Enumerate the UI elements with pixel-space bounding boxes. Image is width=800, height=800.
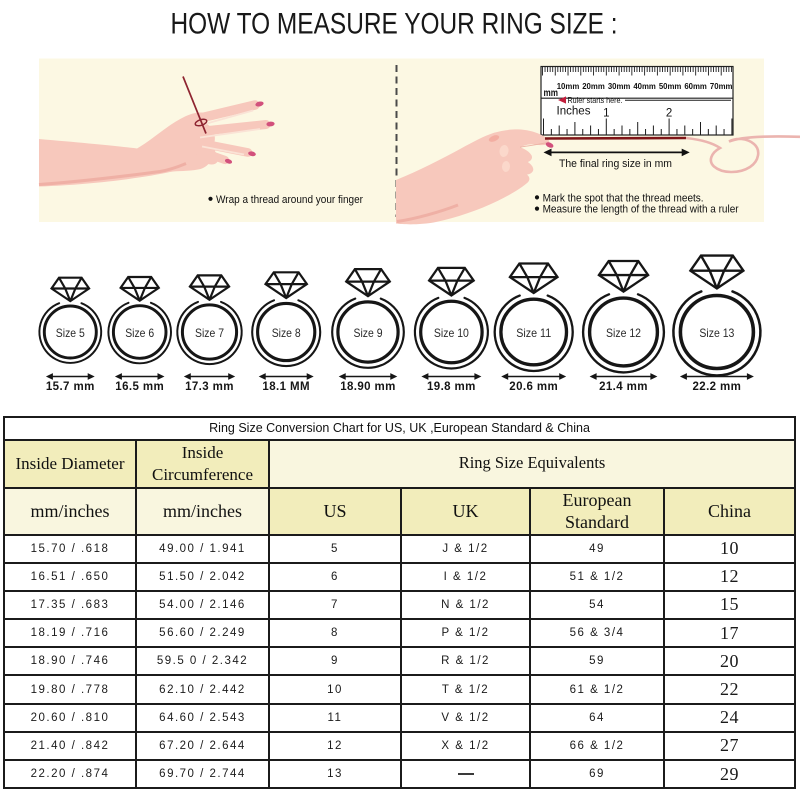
svg-text:Size 5: Size 5 xyxy=(56,326,85,340)
svg-text:22.2 mm: 22.2 mm xyxy=(692,381,741,393)
svg-text:18.90 mm: 18.90 mm xyxy=(340,381,396,393)
svg-text:18.1 MM: 18.1 MM xyxy=(262,381,310,393)
svg-text:Size 11: Size 11 xyxy=(516,326,551,340)
svg-text:Size 9: Size 9 xyxy=(354,326,383,340)
svg-text:Size 12: Size 12 xyxy=(606,326,641,340)
svg-text:Wrap a thread around your fing: Wrap a thread around your finger xyxy=(216,194,363,206)
svg-text:mm: mm xyxy=(544,88,559,99)
svg-text:70mm: 70mm xyxy=(710,82,733,91)
svg-text:30mm: 30mm xyxy=(608,82,631,91)
svg-text:60mm: 60mm xyxy=(684,82,707,91)
svg-text:Size 13: Size 13 xyxy=(699,326,734,340)
svg-text:16.5 mm: 16.5 mm xyxy=(115,381,164,393)
svg-text:Size 6: Size 6 xyxy=(125,326,154,340)
svg-text:Size 8: Size 8 xyxy=(272,326,301,340)
svg-text:15.7 mm: 15.7 mm xyxy=(46,381,95,393)
svg-text:Size 10: Size 10 xyxy=(434,326,469,340)
svg-text:2: 2 xyxy=(666,108,672,120)
svg-text:21.4 mm: 21.4 mm xyxy=(599,381,648,393)
svg-text:17.3 mm: 17.3 mm xyxy=(185,381,234,393)
svg-text:10mm: 10mm xyxy=(557,82,580,91)
svg-text:The final ring size in mm: The final ring size in mm xyxy=(559,158,672,170)
svg-text:19.8 mm: 19.8 mm xyxy=(427,381,476,393)
svg-text:40mm: 40mm xyxy=(633,82,656,91)
svg-text:20.6 mm: 20.6 mm xyxy=(509,381,558,393)
svg-text:HOW TO MEASURE YOUR RING SIZE: HOW TO MEASURE YOUR RING SIZE : xyxy=(171,8,618,41)
svg-text:Size 7: Size 7 xyxy=(195,326,224,340)
svg-text:20mm: 20mm xyxy=(582,82,605,91)
svg-text:50mm: 50mm xyxy=(659,82,682,91)
svg-text:Ruler starts here.: Ruler starts here. xyxy=(568,96,623,105)
svg-text:Mark the spot that the thread: Mark the spot that the thread meets. xyxy=(543,192,704,204)
svg-text:Inches: Inches xyxy=(557,106,591,118)
svg-text:Measure the length of the thre: Measure the length of the thread with a … xyxy=(543,204,739,216)
svg-text:1: 1 xyxy=(603,108,609,120)
